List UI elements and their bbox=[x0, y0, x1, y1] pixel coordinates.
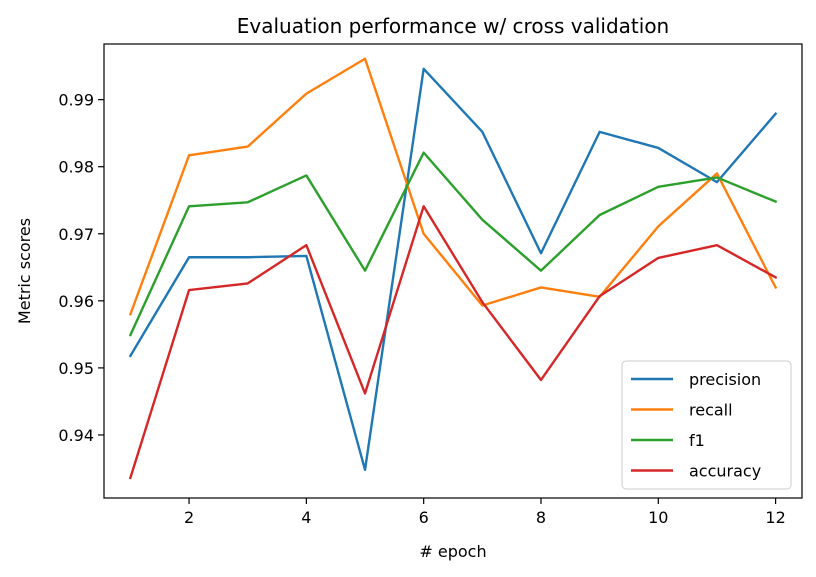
series-line-f1 bbox=[128, 151, 778, 337]
y-tick-label: 0.97 bbox=[58, 225, 94, 244]
legend-box bbox=[621, 360, 792, 490]
legend-label-f1: f1 bbox=[689, 431, 705, 450]
x-axis: 2 4 6 8 10 12 bbox=[184, 498, 786, 527]
plot-lines bbox=[128, 57, 778, 480]
series-line-precision bbox=[128, 67, 778, 472]
x-axis-label: # epoch bbox=[419, 542, 486, 561]
x-tick-label: 12 bbox=[765, 508, 785, 527]
y-axis: 0.94 0.95 0.96 0.97 0.98 0.99 bbox=[58, 91, 104, 445]
legend: precision recall f1 accuracy bbox=[621, 360, 792, 490]
y-tick-label: 0.99 bbox=[58, 91, 94, 110]
y-tick-label: 0.96 bbox=[58, 292, 94, 311]
y-tick-label: 0.94 bbox=[58, 426, 94, 445]
y-tick-label: 0.98 bbox=[58, 158, 94, 177]
x-tick-label: 8 bbox=[536, 508, 546, 527]
legend-label-precision: precision bbox=[689, 370, 761, 389]
chart-title: Evaluation performance w/ cross validati… bbox=[237, 14, 669, 38]
legend-label-recall: recall bbox=[689, 401, 733, 420]
plot-frame bbox=[103, 43, 803, 499]
x-tick-label: 4 bbox=[301, 508, 311, 527]
x-tick-label: 10 bbox=[648, 508, 668, 527]
y-axis-label: Metric scores bbox=[15, 218, 34, 324]
legend-label-accuracy: accuracy bbox=[689, 462, 761, 481]
series-line-accuracy bbox=[128, 205, 778, 480]
x-tick-label: 6 bbox=[419, 508, 429, 527]
y-tick-label: 0.95 bbox=[58, 359, 94, 378]
series-line-recall bbox=[128, 57, 778, 316]
x-tick-label: 2 bbox=[184, 508, 194, 527]
